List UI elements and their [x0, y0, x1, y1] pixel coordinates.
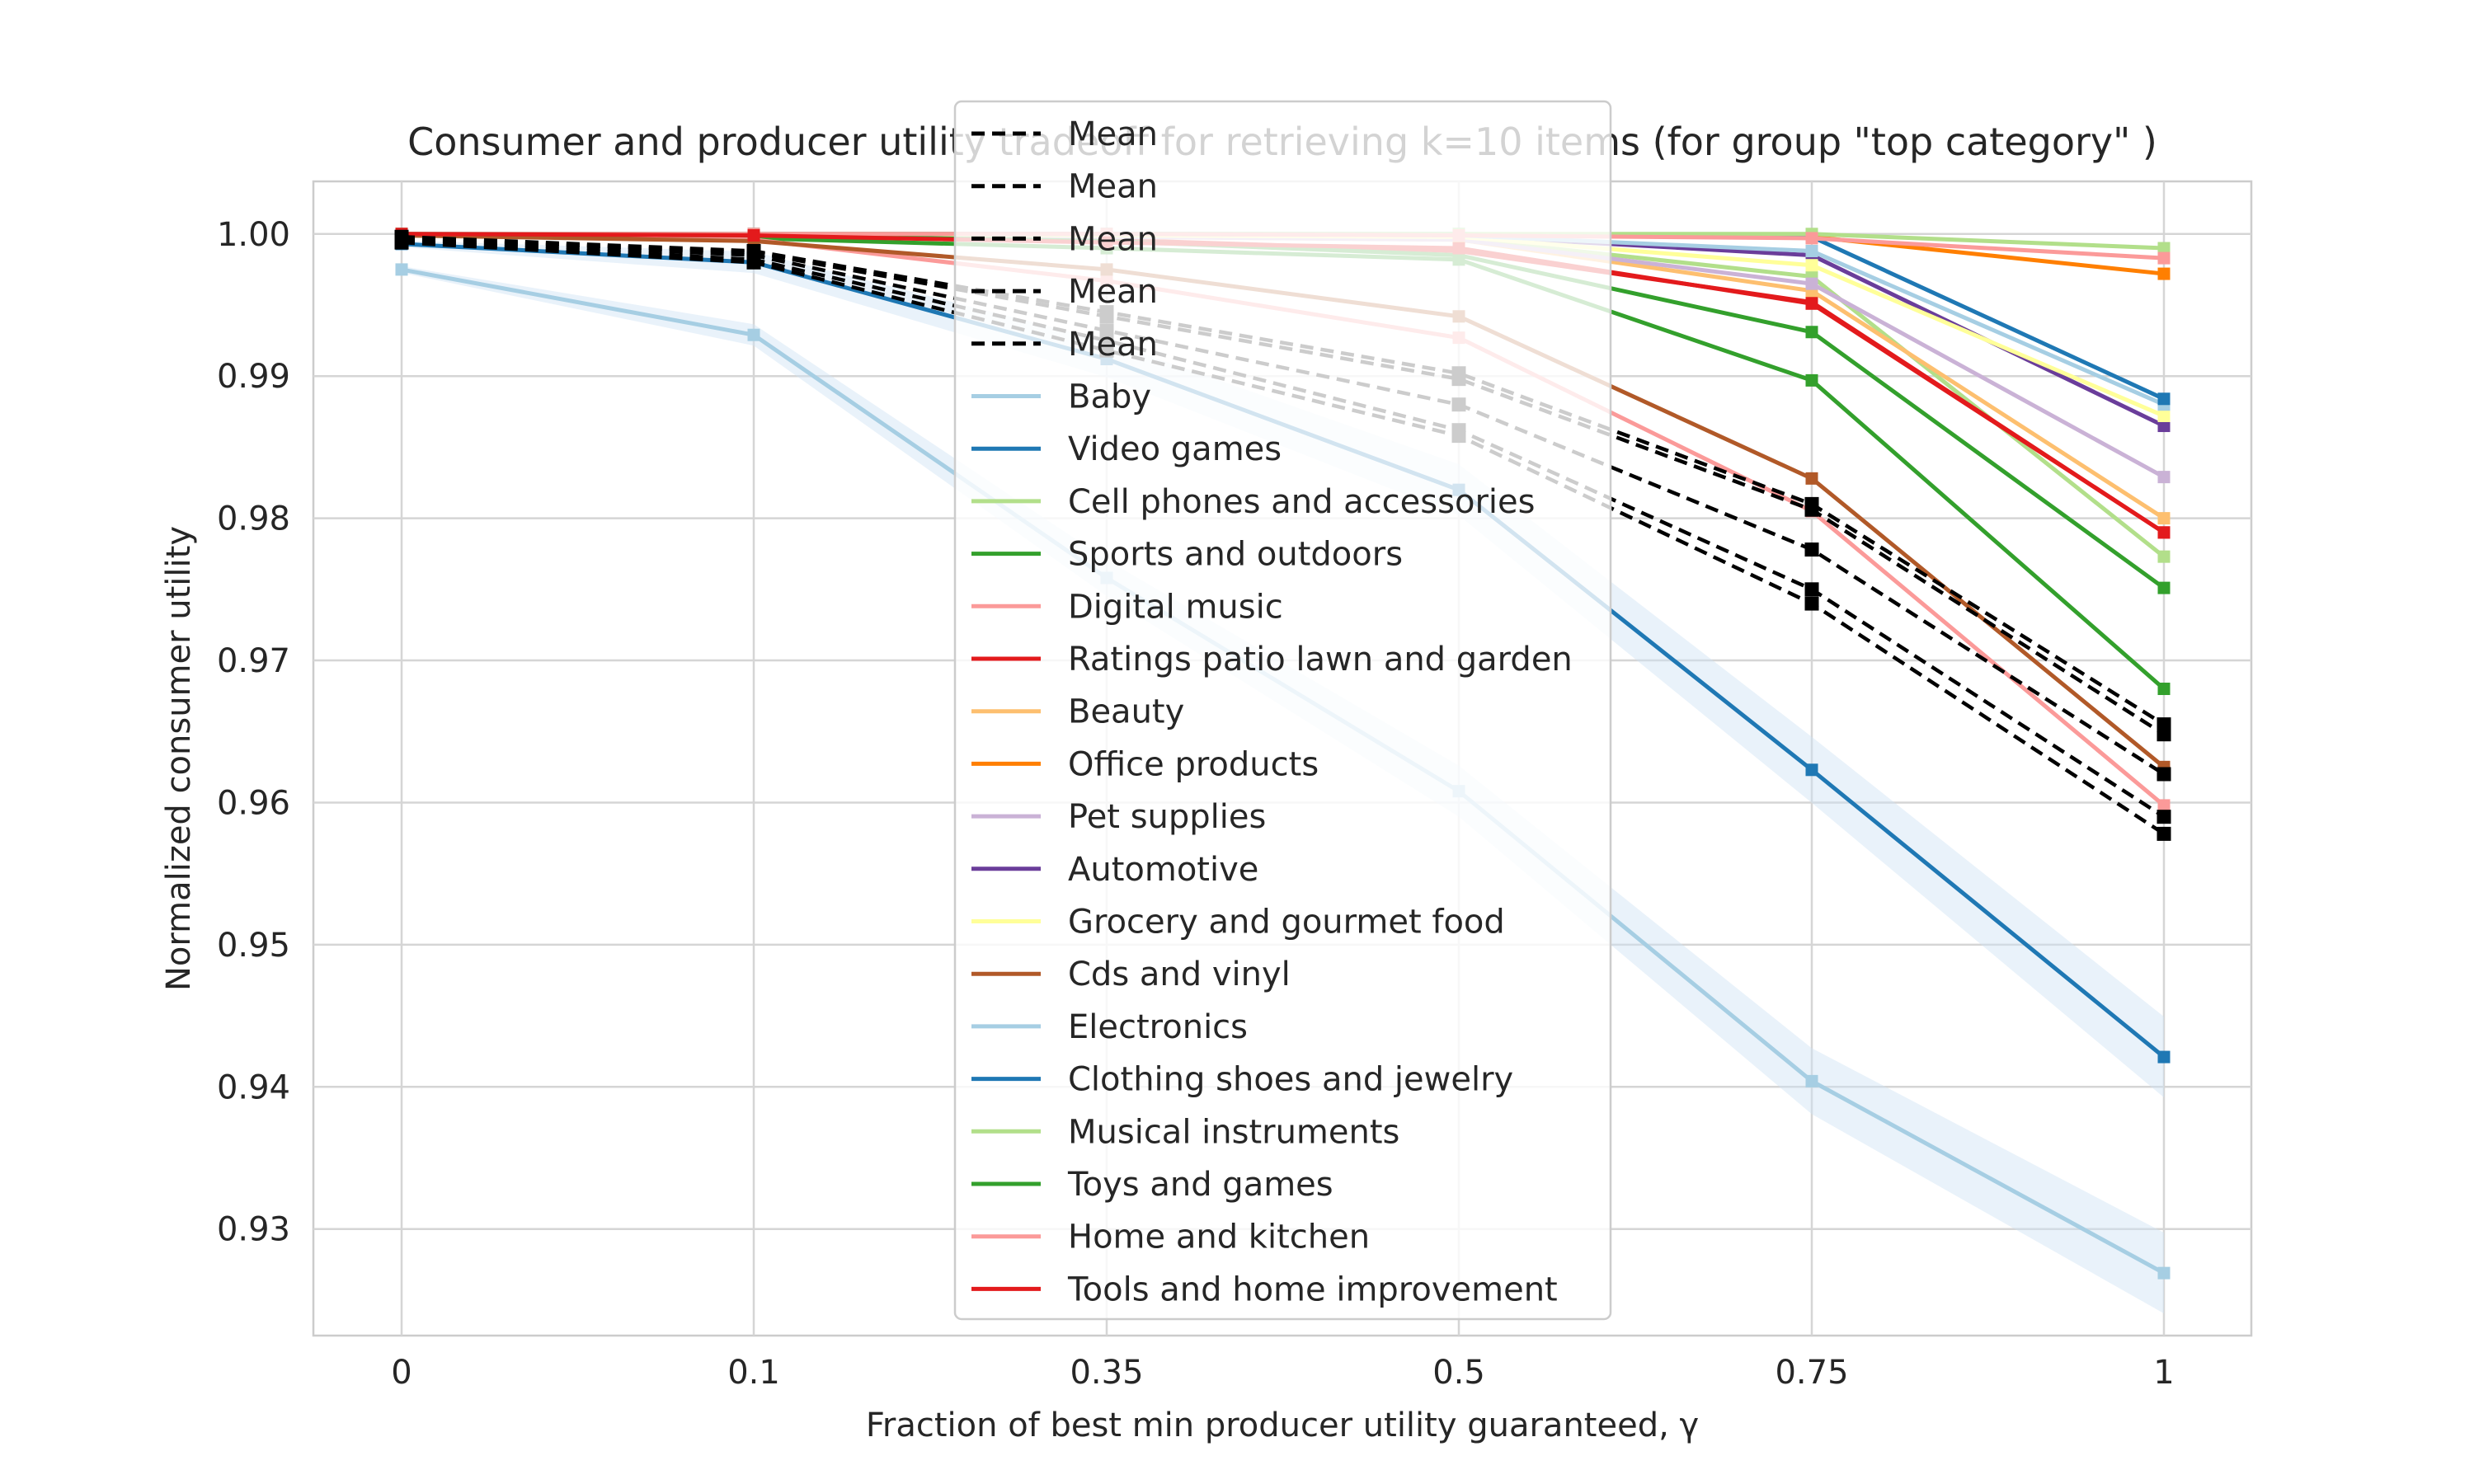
- y-tick-label: 0.98: [217, 500, 290, 538]
- x-tick-labels: 0 0.1 0.35 0.5 0.75 1: [391, 1354, 2174, 1392]
- y-tick-labels: 0.93 0.94 0.95 0.96 0.97 0.98 0.99 1.00: [217, 216, 290, 1249]
- y-tick-label: 0.93: [217, 1211, 290, 1249]
- data-point: [1805, 1074, 1818, 1087]
- data-point: [1805, 277, 1818, 290]
- legend-label: Automotive: [1068, 851, 1258, 889]
- legend: Mean Mean Mean Mean Mean Baby Video games Cell …: [953, 100, 1612, 1321]
- x-tick-label: 0.5: [1432, 1354, 1485, 1392]
- legend-label: Digital music: [1068, 588, 1283, 626]
- legend-label: Mean: [1068, 273, 1158, 311]
- legend-label: Clothing shoes and jewelry: [1068, 1061, 1513, 1099]
- data-point: [2157, 767, 2171, 782]
- data-point: [747, 328, 760, 341]
- data-point: [1805, 472, 1818, 485]
- legend-label: Ratings patio lawn and garden: [1068, 641, 1573, 679]
- data-point: [1804, 542, 1819, 557]
- data-point: [1805, 244, 1818, 257]
- y-tick-label: 0.94: [217, 1068, 290, 1106]
- data-point: [2157, 1050, 2171, 1064]
- data-point: [2157, 826, 2171, 841]
- data-point: [1805, 259, 1818, 272]
- data-point: [1805, 232, 1818, 245]
- data-point: [394, 231, 409, 246]
- data-point: [2157, 409, 2171, 422]
- legend-label: Mean: [1068, 326, 1158, 364]
- legend-label: Beauty: [1068, 693, 1184, 731]
- data-point: [2157, 267, 2171, 280]
- data-point: [1804, 596, 1819, 611]
- legend-label: Grocery and gourmet food: [1068, 904, 1505, 942]
- x-tick-label: 1: [2153, 1354, 2174, 1392]
- legend-label: Toys and games: [1067, 1166, 1333, 1204]
- legend-label: Sports and outdoors: [1068, 536, 1403, 574]
- y-tick-label: 0.97: [217, 642, 290, 680]
- y-tick-label: 1.00: [217, 216, 290, 254]
- x-tick-label: 0.75: [1775, 1354, 1848, 1392]
- data-point: [2157, 526, 2171, 539]
- confidence-band: [402, 265, 2164, 1314]
- legend-label: Baby: [1068, 378, 1151, 416]
- data-point: [2157, 550, 2171, 563]
- data-point: [2157, 810, 2171, 824]
- legend-label: Mean: [1068, 168, 1158, 206]
- data-point: [1805, 326, 1818, 339]
- x-tick-label: 0.1: [727, 1354, 780, 1392]
- data-point: [395, 263, 408, 276]
- data-point: [2157, 392, 2171, 406]
- data-point: [2157, 727, 2171, 742]
- data-point: [2157, 683, 2171, 696]
- data-point: [2157, 799, 2171, 812]
- y-tick-label: 0.99: [217, 358, 290, 396]
- data-point: [747, 229, 760, 242]
- y-tick-label: 0.95: [217, 927, 290, 965]
- y-axis-label: Normalized consumer utility: [160, 526, 198, 991]
- data-point: [1804, 502, 1819, 517]
- legend-label: Musical instruments: [1068, 1113, 1399, 1151]
- data-point: [2157, 581, 2171, 594]
- x-tick-label: 0: [391, 1354, 412, 1392]
- data-point: [1805, 373, 1818, 387]
- data-point: [2157, 1266, 2171, 1280]
- data-point: [2157, 251, 2171, 265]
- legend-label: Electronics: [1068, 1008, 1248, 1046]
- legend-label: Video games: [1068, 430, 1282, 468]
- data-point: [1804, 582, 1819, 597]
- legend-label: Cell phones and accessories: [1068, 483, 1535, 521]
- legend-label: Office products: [1068, 745, 1319, 783]
- y-tick-label: 0.96: [217, 784, 290, 822]
- legend-label: Mean: [1068, 115, 1158, 153]
- legend-box: [953, 100, 1612, 1321]
- x-axis-label: Fraction of best min producer utility gu…: [866, 1407, 1699, 1444]
- data-point: [1805, 763, 1818, 777]
- data-point: [746, 245, 761, 260]
- x-tick-label: 0.35: [1070, 1354, 1143, 1392]
- legend-label: Tools and home improvement: [1067, 1270, 1558, 1308]
- data-point: [2157, 471, 2171, 484]
- legend-label: Cds and vinyl: [1068, 956, 1291, 993]
- data-point: [1805, 297, 1818, 310]
- legend-label: Pet supplies: [1068, 798, 1266, 836]
- legend-label: Mean: [1068, 220, 1158, 258]
- legend-label: Home and kitchen: [1068, 1219, 1370, 1256]
- data-point: [2157, 512, 2171, 525]
